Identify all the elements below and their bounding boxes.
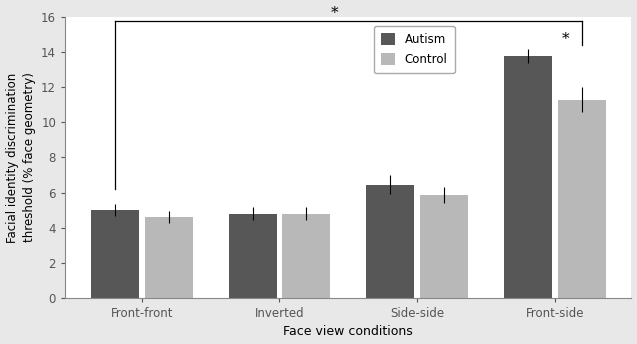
Text: *: *	[331, 6, 338, 20]
Y-axis label: Facial identity discrimination
threshold (% face geometry): Facial identity discrimination threshold…	[6, 72, 36, 243]
Bar	[504, 56, 552, 298]
Bar	[91, 210, 139, 298]
Text: *: *	[562, 32, 569, 46]
X-axis label: Face view conditions: Face view conditions	[283, 325, 413, 338]
Bar	[366, 185, 414, 298]
Bar	[229, 214, 276, 298]
Bar	[145, 217, 193, 298]
Bar	[420, 195, 468, 298]
Bar	[282, 214, 331, 298]
Legend: Autism, Control: Autism, Control	[374, 26, 455, 73]
Bar	[557, 99, 606, 298]
